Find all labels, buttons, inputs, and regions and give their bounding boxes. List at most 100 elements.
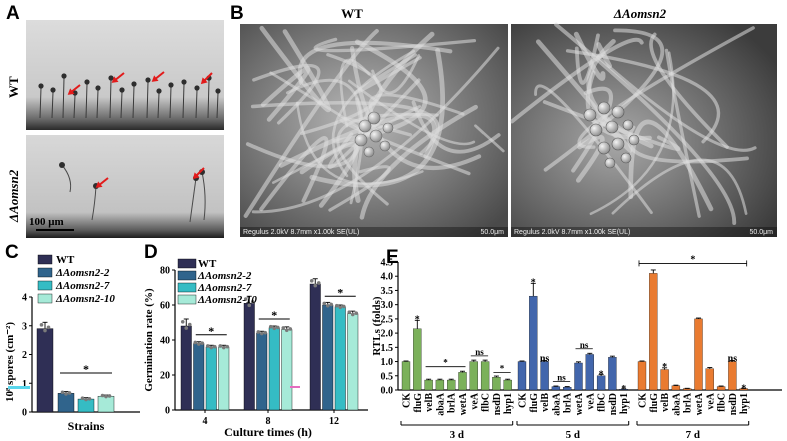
chart-c-bar: [57, 393, 75, 413]
conidium: [628, 134, 640, 146]
chart-d-point: [341, 304, 346, 309]
conidiophore-stalk: [51, 91, 54, 119]
chart-d-bar: [334, 306, 346, 411]
chart-e-bar: [458, 372, 467, 391]
chart-e-gene-label: brlA: [683, 392, 694, 413]
chart-e-bar: [503, 379, 512, 391]
chart-d-y-tick-label: 80: [160, 266, 170, 277]
panel-b-label: B: [230, 3, 244, 24]
chart-c-y-tick-label: 0: [22, 408, 27, 419]
panel-a-mutant-image: [26, 135, 224, 238]
conidial-head: [119, 87, 125, 93]
sem-info-wt: Regulus 2.0kV 8.7mm x1.00k SE(UL): [243, 229, 359, 236]
chart-d-point: [193, 340, 198, 345]
chart-d-point: [196, 342, 201, 346]
panel-a-row-mutant: ΔAomsn2: [6, 169, 21, 223]
chart-d-point: [187, 322, 192, 327]
chart-e-bar: [517, 361, 527, 391]
chart-d-point: [354, 311, 359, 316]
chart-e-bar: [649, 273, 658, 391]
hypha: [243, 28, 379, 218]
chart-d-point: [325, 303, 330, 308]
conidium: [363, 146, 375, 158]
chart-e-gene-label: nsdD: [492, 393, 503, 415]
hypha: [627, 125, 749, 164]
chart-d-x-tick-label: 8: [266, 416, 271, 427]
chart-e-gene-label: brlA: [447, 392, 458, 413]
chart-d-point: [268, 324, 273, 329]
conidiophore-stalk: [62, 77, 65, 119]
chart-e-gene-label: nsdD: [728, 393, 739, 415]
hypha: [649, 32, 729, 149]
chart-d-point: [275, 325, 280, 330]
scale-bar-label: 100 μm: [29, 216, 64, 228]
conidiophore-stalk: [169, 86, 172, 119]
chart-e-gene-label: CK: [518, 393, 529, 408]
chart-e-y-tick-label: 2.5: [381, 314, 394, 325]
chart-e-bar: [435, 379, 445, 391]
chart-d-point: [225, 344, 230, 349]
chart-c-legend-label: ΔAomsn2-7: [55, 280, 110, 292]
conidiophore-stalk: [182, 83, 185, 119]
chart-c-legend-swatch: [37, 280, 53, 291]
chart-d-point: [247, 303, 252, 308]
chart-d-bar: [268, 327, 280, 411]
hypha: [336, 112, 439, 206]
chart-e-bar: [447, 379, 456, 391]
hypha: [571, 86, 614, 173]
chart-e-annotation: ns: [580, 340, 589, 350]
chart-e-bar: [469, 361, 478, 391]
panel-d: D 0 20 40 60 80 * 4 * 8 * 12 Culture times (h) Germi…: [143, 242, 368, 439]
conidiophore-stalk: [39, 87, 42, 119]
chart-e-gene-label: abaA: [435, 392, 446, 416]
chart-e-gene-label: flbC: [717, 393, 728, 412]
chart-d-bar: [256, 332, 268, 411]
panel-b-title-wt: WT: [341, 6, 363, 21]
conidium: [611, 137, 625, 151]
conidial-head: [95, 85, 101, 91]
chart-e-bar: [413, 328, 422, 391]
chart-d-y-tick-label: 60: [160, 301, 170, 312]
chart-d-y-tick-label: 0: [165, 406, 170, 417]
conidiophore-stalk: [201, 171, 206, 221]
chart-e-gene-label: fluG: [413, 393, 424, 413]
chart-d-color-mark: [290, 386, 300, 388]
chart-e-y-tick-label: 4.0: [381, 272, 394, 283]
chart-d-y-tick-label: 20: [160, 371, 170, 382]
chart-d-point: [322, 301, 327, 306]
hypha: [299, 142, 359, 208]
chart-e-annotation: *: [443, 358, 448, 368]
chart-c-sig-label: *: [83, 362, 89, 376]
chart-e-annotation: *: [690, 254, 695, 265]
chart-c-legend-swatch: [37, 293, 53, 304]
red-arrowhead: [95, 181, 103, 188]
chart-e-gene-label: wetA: [458, 392, 469, 415]
chart-d: 0 20 40 60 80 * 4 * 8 * 12 Culture times (h) Germina…: [143, 258, 368, 439]
conidium: [583, 108, 597, 122]
chart-e-annotation: ns: [540, 353, 550, 364]
chart-e-gene-label: hyp1: [503, 393, 514, 414]
hypha: [554, 22, 737, 225]
hypha: [596, 42, 613, 69]
chart-e-gene-label: CK: [638, 393, 649, 408]
chart-e-bar: [608, 357, 617, 391]
hypha: [252, 63, 321, 125]
chart-c-legend-label: ΔAomsn2-10: [55, 293, 115, 305]
hypha: [664, 48, 701, 218]
chart-e-bar: [705, 368, 714, 391]
conidiophore-stalk: [195, 89, 198, 119]
panel-e: E 0.00.51.01.52.02.53.03.54.04.5CK fluG ve…: [371, 247, 782, 441]
conidium: [367, 111, 381, 125]
chart-d-legend-label: ΔAomsn2-10: [197, 294, 257, 306]
sem-scale-wt: 50.0μm: [481, 229, 505, 236]
conidium: [369, 129, 383, 143]
chart-c-point: [39, 323, 44, 327]
hypha: [595, 54, 757, 152]
chart-d-point: [212, 344, 217, 349]
conidiophore-stalk: [73, 94, 76, 119]
panel-b-title-mutant: ΔAomsn2: [613, 6, 667, 21]
hypha: [589, 51, 675, 216]
scale-bar-line: [36, 229, 74, 231]
